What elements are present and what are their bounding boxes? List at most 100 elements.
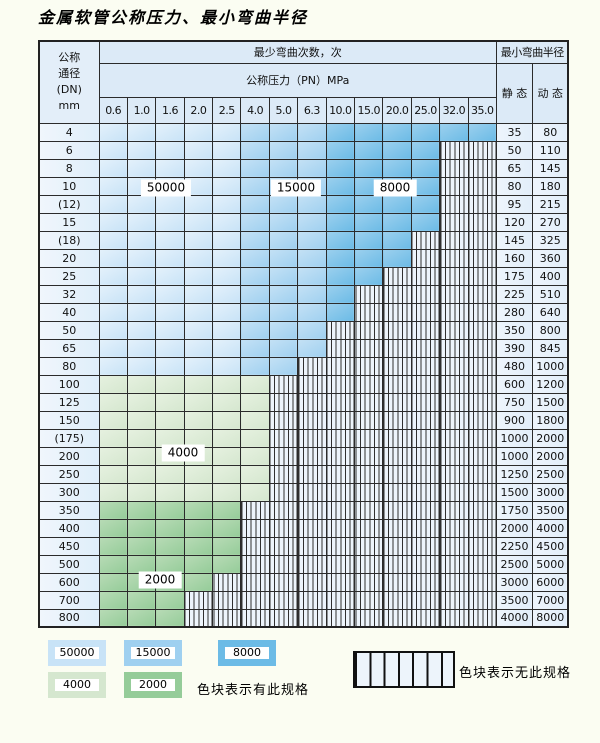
spec-cell [240, 230, 270, 250]
spec-cell [126, 410, 157, 430]
page-title: 金属软管公称压力、最小弯曲半径 [38, 8, 309, 27]
spec-cell [98, 266, 128, 286]
no-spec-cell [382, 608, 412, 628]
spec-cell [325, 266, 356, 286]
static-radius-value: 600 [495, 374, 533, 394]
no-spec-cell [354, 374, 384, 394]
no-spec-cell [467, 500, 497, 520]
spec-cell [268, 266, 299, 286]
no-spec-cell [382, 536, 412, 556]
static-radius-value: 3500 [495, 590, 533, 610]
dn-label: 200 [38, 446, 100, 466]
no-spec-cell [439, 518, 469, 538]
no-spec-cell [268, 374, 299, 394]
dn-label: 125 [38, 392, 100, 412]
spec-cell [98, 392, 128, 412]
spec-cell [297, 212, 327, 232]
spec-cell [212, 176, 242, 196]
pressure-col-5.0: 5.0 [268, 96, 299, 124]
no-spec-cell [439, 428, 469, 448]
table-row: 6 50 110 [38, 140, 569, 160]
spec-cell [325, 284, 356, 304]
no-spec-cell [467, 248, 497, 268]
spec-cell [126, 374, 157, 394]
no-spec-cell [325, 410, 356, 430]
no-spec-cell [439, 194, 469, 214]
dynamic-radius-value: 8000 [531, 608, 569, 628]
no-spec-cell [410, 248, 441, 268]
static-radius-value: 160 [495, 248, 533, 268]
spec-cell [325, 158, 356, 178]
no-spec-cell [297, 356, 327, 376]
spec-cell [354, 122, 384, 142]
spec-cell [212, 356, 242, 376]
spec-cell [297, 266, 327, 286]
no-spec-cell [467, 410, 497, 430]
spec-cell [297, 140, 327, 160]
no-spec-cell [354, 536, 384, 556]
dn-column-header: 公称 通径 (DN) mm [38, 40, 100, 124]
spec-cell [155, 428, 185, 448]
spec-cell [410, 158, 441, 178]
spec-cell [155, 482, 185, 502]
no-spec-cell [297, 446, 327, 466]
spec-cell [212, 248, 242, 268]
no-spec-cell [325, 482, 356, 502]
pressure-col-25.0: 25.0 [410, 96, 441, 124]
spec-cell [183, 338, 214, 358]
spec-cell [183, 536, 214, 556]
spec-cell [325, 194, 356, 214]
dn-label: 4 [38, 122, 100, 142]
spec-cell [155, 230, 185, 250]
no-spec-cell [354, 554, 384, 574]
table-row: 300 1500 3000 [38, 482, 569, 502]
dynamic-radius-value: 800 [531, 320, 569, 340]
spec-cell [240, 320, 270, 340]
no-spec-cell [354, 356, 384, 376]
table-row: 4 35 80 [38, 122, 569, 142]
no-spec-cell [354, 590, 384, 610]
no-spec-cell [439, 500, 469, 520]
dn-label: (175) [38, 428, 100, 448]
no-spec-cell [439, 410, 469, 430]
legend-swatch-4000: 4000 [48, 672, 106, 698]
dn-label: 40 [38, 302, 100, 322]
no-spec-cell [382, 320, 412, 340]
no-spec-cell [467, 374, 497, 394]
table-row: 500 2500 5000 [38, 554, 569, 574]
spec-cell [98, 572, 128, 592]
spec-cell [212, 320, 242, 340]
spec-cell [183, 320, 214, 340]
spec-cell [155, 284, 185, 304]
no-spec-cell [439, 590, 469, 610]
spec-cell [325, 212, 356, 232]
spec-cell [126, 248, 157, 268]
spec-cell [240, 158, 270, 178]
spec-cell [268, 248, 299, 268]
no-spec-cell [268, 536, 299, 556]
spec-cell [183, 266, 214, 286]
spec-cell [155, 356, 185, 376]
spec-cell [183, 428, 214, 448]
no-spec-cell [410, 302, 441, 322]
dn-label: 600 [38, 572, 100, 592]
spec-cell [155, 464, 185, 484]
spec-cell [382, 140, 412, 160]
no-spec-cell [297, 392, 327, 412]
spec-cell [98, 428, 128, 448]
spec-cell [354, 212, 384, 232]
spec-cell [212, 554, 242, 574]
spec-cell [212, 140, 242, 160]
table-row: 65 390 845 [38, 338, 569, 358]
spec-cell [354, 194, 384, 214]
spec-cell [126, 554, 157, 574]
spec-cell [155, 302, 185, 322]
static-radius-value: 65 [495, 158, 533, 178]
dn-label: 400 [38, 518, 100, 538]
no-spec-cell [467, 230, 497, 250]
spec-cell [98, 338, 128, 358]
spec-cell [354, 140, 384, 160]
spec-cell [212, 374, 242, 394]
spec-cell [155, 518, 185, 538]
no-spec-cell [439, 608, 469, 628]
